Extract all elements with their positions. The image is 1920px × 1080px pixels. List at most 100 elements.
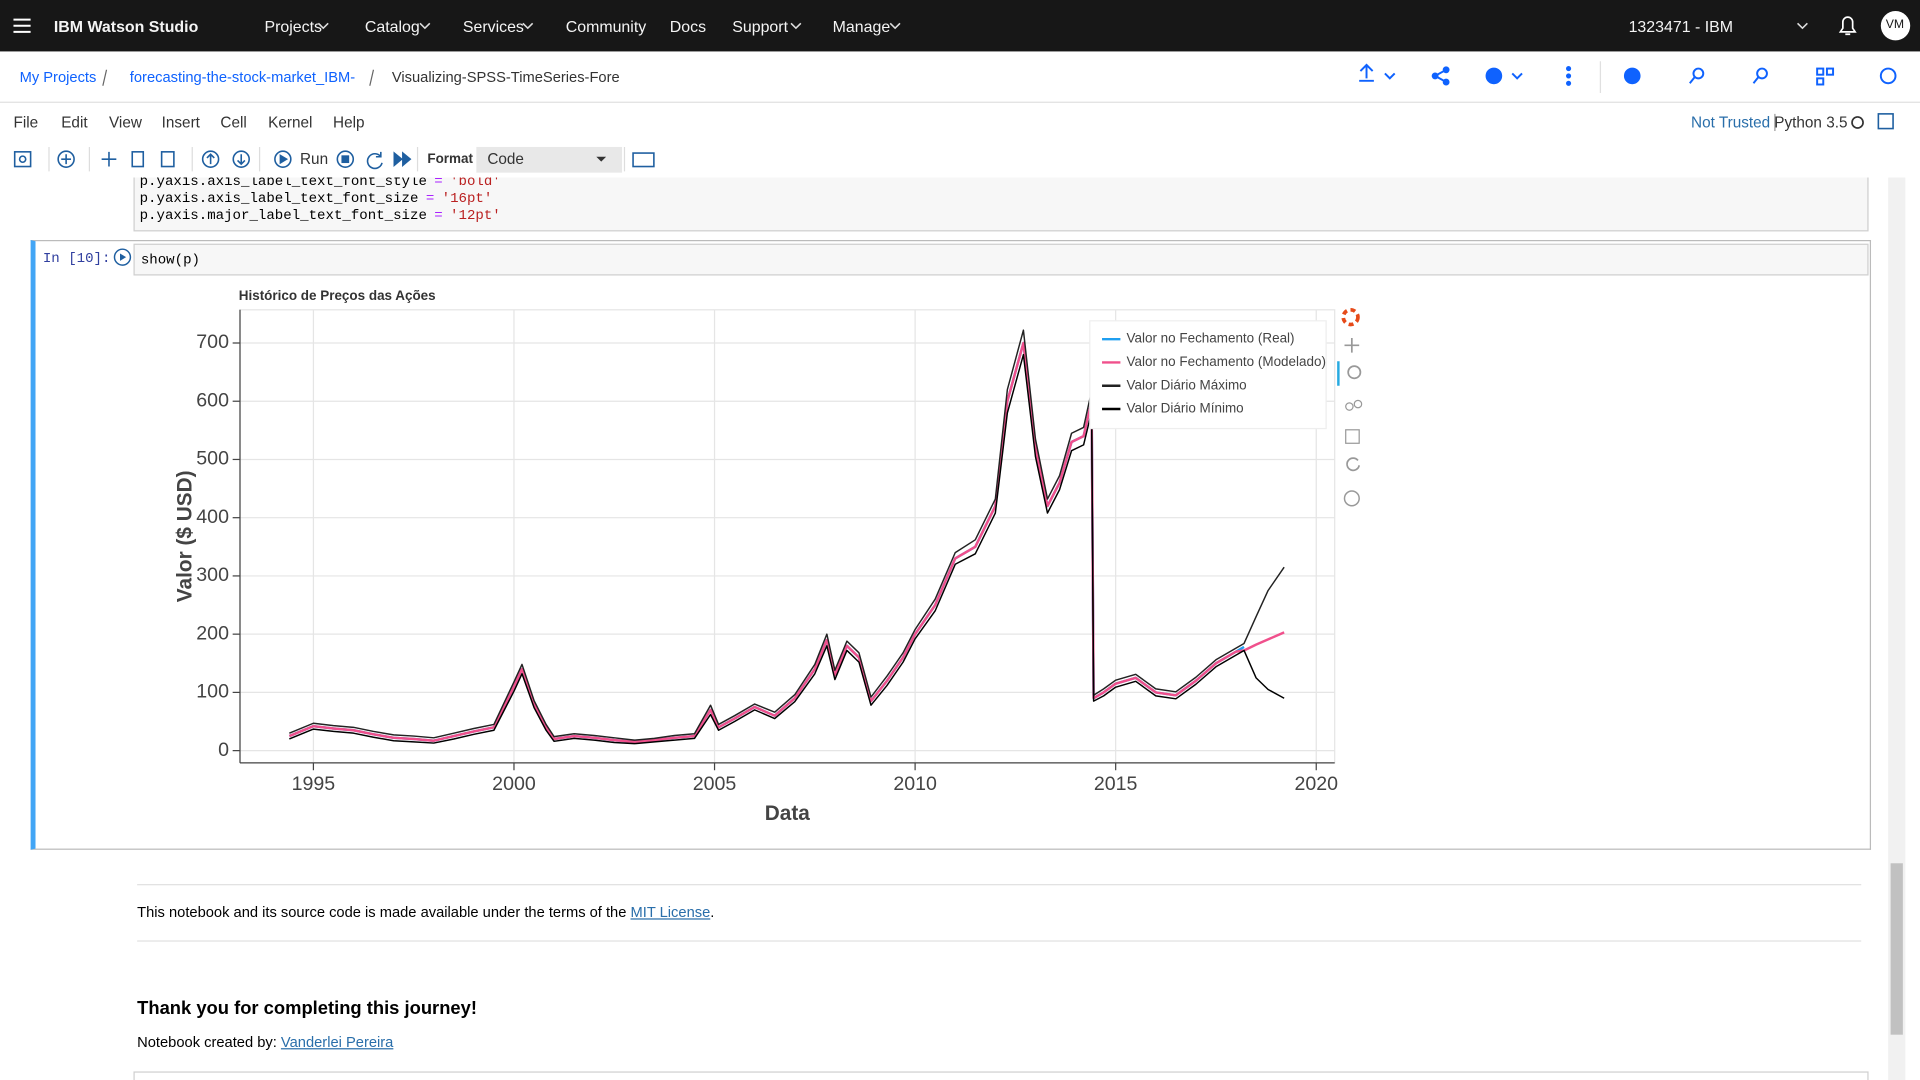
- y-tick-label: 100: [196, 681, 229, 703]
- bokeh-logo: [1341, 307, 1360, 327]
- save-button[interactable]: [13, 151, 32, 168]
- wheel-zoom-tool[interactable]: [1353, 399, 1363, 409]
- notification-icon[interactable]: [1838, 16, 1857, 36]
- legend-label: Valor Diário Mínimo: [1127, 401, 1244, 416]
- move-down-button[interactable]: [232, 150, 250, 168]
- breadcrumb-bar: [0, 51, 1920, 103]
- menu-kernel[interactable]: Kernel: [268, 113, 313, 132]
- scrollbar-thumb[interactable]: [1890, 863, 1903, 1035]
- x-axis-label: Data: [765, 802, 811, 825]
- code-line: p.yaxis.axis_label_text_font_style = 'bold…: [140, 178, 501, 190]
- menu-help[interactable]: Help: [333, 113, 365, 132]
- y-tick-label: 300: [196, 564, 229, 586]
- run-label[interactable]: Run: [300, 150, 329, 168]
- selected-cell[interactable]: [30, 240, 1872, 850]
- run-cell-button[interactable]: [113, 247, 133, 267]
- run-all-button[interactable]: [393, 151, 412, 168]
- kernel-name: Python 3.5: [1774, 113, 1848, 132]
- move-up-button[interactable]: [201, 150, 220, 168]
- y-tick-label: 200: [196, 622, 229, 644]
- nav-services[interactable]: Services: [462, 17, 524, 36]
- menu-insert[interactable]: Insert: [161, 113, 200, 132]
- divider: [137, 940, 1862, 942]
- breadcrumb[interactable]: My Projects: [19, 68, 97, 86]
- upload-icon[interactable]: [1359, 63, 1374, 82]
- nav-projects[interactable]: Projects: [264, 17, 323, 36]
- operator: =: [425, 191, 435, 207]
- y-tick-label: 700: [196, 331, 229, 353]
- scrollbar[interactable]: [1888, 177, 1906, 1080]
- license-link[interactable]: MIT License: [630, 903, 711, 921]
- x-tick-label: 2010: [893, 773, 937, 795]
- legend-label: Valor no Fechamento (Modelado): [1127, 354, 1326, 369]
- divider: [137, 884, 1862, 886]
- next-cell[interactable]: [133, 1071, 1869, 1080]
- kernel-indicator: [1851, 113, 1894, 130]
- nav-catalog[interactable]: Catalog: [364, 17, 420, 36]
- author-link[interactable]: Vanderlei Pereira: [280, 1033, 394, 1051]
- account[interactable]: 1323471 - IBM: [1628, 17, 1733, 36]
- code-line: p.yaxis.axis_label_text_font_size = '16pt': [140, 191, 493, 207]
- schedule-icon[interactable]: [1485, 67, 1503, 85]
- license-text: This notebook and its source code is mad…: [137, 904, 714, 921]
- toolbar: [13, 146, 655, 173]
- legend-label: Valor Diário Máximo: [1127, 377, 1247, 392]
- avatar[interactable]: [1880, 11, 1911, 41]
- x-tick-label: 1995: [292, 773, 336, 795]
- menu-file[interactable]: File: [13, 113, 39, 132]
- paste-button[interactable]: [160, 151, 175, 168]
- hamburger-menu[interactable]: [12, 16, 32, 36]
- help-tool[interactable]: [1343, 490, 1360, 507]
- pan-tool[interactable]: [1344, 337, 1360, 353]
- string: 'bold': [450, 177, 501, 190]
- reset-tool[interactable]: [1346, 457, 1361, 472]
- info-icon[interactable]: [1623, 67, 1641, 85]
- credit: Notebook created by: Vanderlei Pereira: [137, 1033, 393, 1050]
- legend-label: Valor no Fechamento (Real): [1127, 331, 1295, 346]
- cut-button[interactable]: [101, 151, 117, 167]
- insert-cell-button[interactable]: [57, 150, 75, 168]
- y-tick-label: 500: [196, 448, 229, 470]
- code: p.yaxis.axis_label_text_font_style: [139, 177, 427, 190]
- text: .: [710, 903, 715, 921]
- breadcrumb-icons: [102, 61, 1897, 94]
- cell-type-value[interactable]: Code: [487, 150, 524, 168]
- keyboard-button[interactable]: [632, 152, 655, 168]
- copy-button[interactable]: [131, 151, 145, 168]
- nav-community[interactable]: Community: [565, 17, 647, 36]
- code-line: p.yaxis.major_label_text_font_size = '12pt…: [140, 208, 501, 224]
- save-tool[interactable]: [1345, 429, 1360, 444]
- x-tick-label: 2015: [1094, 773, 1138, 795]
- restart-button[interactable]: [366, 151, 383, 170]
- code-cell-previous[interactable]: p.yaxis.axis_label_text_font_style ='bold…: [133, 177, 1869, 232]
- code-input[interactable]: show(p): [133, 243, 1869, 276]
- operator: =: [434, 177, 443, 190]
- code: p.yaxis.major_label_text_font_size: [139, 208, 427, 225]
- plot-tools: [1337, 307, 1363, 507]
- breadcrumb-current: Visualizing-SPSS-TimeSeries-Foreca: [391, 68, 620, 86]
- y-axis-label: Valor ($ USD): [174, 470, 197, 602]
- interrupt-button[interactable]: [336, 150, 355, 168]
- series-line: [289, 329, 1285, 741]
- menu-cell[interactable]: Cell: [220, 113, 247, 132]
- nav-support[interactable]: Support: [732, 17, 789, 36]
- top-navbar: IBM Watson Studio Projects Catalog Servi…: [0, 0, 1920, 52]
- menu-edit[interactable]: Edit: [61, 113, 88, 132]
- text: Notebook created by:: [137, 1033, 281, 1051]
- trust-status[interactable]: Not Trusted: [1691, 113, 1776, 132]
- nav-docs[interactable]: Docs: [669, 17, 707, 36]
- menu-view[interactable]: View: [108, 113, 142, 132]
- text: This notebook and its source code is mad…: [137, 903, 631, 921]
- cell-type-select[interactable]: [476, 146, 623, 173]
- zoom-tool[interactable]: [1347, 365, 1362, 380]
- breadcrumb[interactable]: forecasting-the-stock-market_IBM-: [129, 68, 356, 86]
- code: show(p): [140, 252, 200, 269]
- run-button[interactable]: [274, 150, 292, 168]
- avatar-initials[interactable]: VM: [1885, 18, 1905, 32]
- y-tick-label: 400: [196, 506, 229, 528]
- x-tick-label: 2005: [693, 773, 737, 795]
- find-icon[interactable]: [1692, 67, 1705, 80]
- brand[interactable]: IBM Watson Studio: [53, 17, 199, 36]
- nav-manage[interactable]: Manage: [832, 17, 891, 36]
